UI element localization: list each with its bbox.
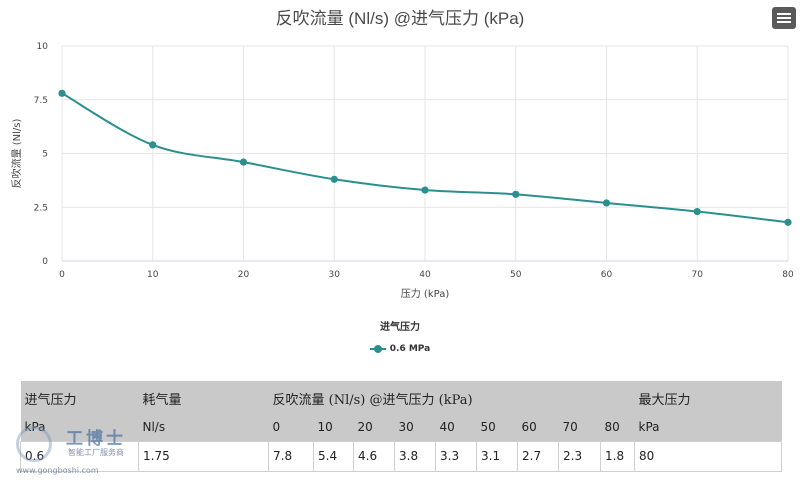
table-header-cell: Nl/s — [138, 413, 269, 441]
table-header-cell: 0 — [268, 413, 314, 441]
table-header-cell: 60 — [517, 413, 559, 441]
x-tick-label: 0 — [59, 270, 65, 280]
data-point — [784, 218, 792, 226]
legend-label: 0.6 MPa — [389, 344, 431, 354]
y-axis-label: 反吹流量 (Nl/s) — [10, 118, 23, 188]
table-header-cell: 进气压力 — [20, 381, 139, 413]
data-point — [693, 207, 701, 216]
legend-title: 进气压力 — [380, 322, 420, 333]
y-tick-label: 7.5 — [34, 96, 48, 106]
table-header-cell: 10 — [313, 413, 354, 441]
table-header-cell: kPa — [634, 413, 782, 441]
data-point — [239, 158, 248, 166]
data-point — [421, 186, 429, 194]
watermark: 工博士 智能工厂服务商 www.gongboshi.com — [8, 410, 138, 480]
chart-title: 反吹流量 (Nl/s) @进气压力 (kPa) — [275, 9, 525, 28]
x-tick-label: 40 — [419, 270, 431, 280]
table-cell: 3.8 — [394, 440, 436, 472]
table-header-cell: 20 — [353, 413, 395, 441]
table-header-cell: 50 — [476, 413, 518, 441]
table-header-row: 进气压力 耗气量 反吹流量 (Nl/s) @进气压力 (kPa) 最大压力 — [20, 381, 782, 413]
table-header-cell: 80 — [600, 413, 635, 441]
table-cell: 1.75 — [138, 440, 269, 472]
table-header-cell: 耗气量 — [138, 381, 269, 413]
table-header-cell: 70 — [558, 413, 601, 441]
x-axis-label: 压力 (kPa) — [401, 287, 450, 300]
table-cell: 7.8 — [268, 440, 314, 472]
watermark-subtitle: 智能工厂服务商 — [68, 448, 124, 457]
x-tick-label: 80 — [782, 270, 794, 280]
data-point — [602, 199, 611, 207]
table-cell: 4.6 — [353, 440, 395, 472]
table-header-cell: 30 — [394, 413, 436, 441]
table-cell: 2.7 — [517, 440, 559, 472]
hamburger-icon[interactable] — [772, 7, 796, 29]
table-cell: 3.3 — [435, 440, 477, 472]
table-row: 0.6 1.75 7.8 5.4 4.6 3.8 3.3 3.1 2.7 2.3… — [20, 440, 782, 472]
table-cell: 5.4 — [313, 440, 354, 472]
x-tick-label: 50 — [510, 270, 522, 280]
data-point — [330, 175, 338, 183]
legend-item-series[interactable]: 0.6 MPa — [369, 344, 431, 354]
x-tick-label: 30 — [329, 270, 341, 280]
spec-table: 进气压力 耗气量 反吹流量 (Nl/s) @进气压力 (kPa) 最大压力 kP… — [20, 381, 782, 472]
table-cell: 1.8 — [600, 440, 635, 472]
y-tick-label: 10 — [37, 42, 49, 52]
data-point — [58, 89, 66, 97]
data-point — [149, 141, 157, 149]
y-tick-label: 2.5 — [34, 203, 48, 213]
legend-marker-icon — [369, 344, 386, 354]
x-tick-label: 20 — [238, 270, 250, 280]
table-subheader-row: kPa Nl/s 0 10 20 30 40 50 60 70 80 kPa — [20, 413, 782, 441]
table-header-cell: 40 — [435, 413, 477, 441]
line-chart: 0 10 20 30 40 50 60 70 80 0 2.5 5 7.5 10 压力 (kPa) 反吹流量 … — [10, 42, 794, 300]
table-header-cell: 反吹流量 (Nl/s) @进气压力 (kPa) — [268, 381, 635, 413]
table-header-cell: 最大压力 — [634, 381, 782, 413]
table-cell: 80 — [634, 440, 782, 472]
chart-container: 反吹流量 (Nl/s) @进气压力 (kPa) 0 10 20 30 40 50 60 70 8… — [10, 7, 796, 358]
x-tick-label: 60 — [601, 270, 613, 280]
data-point — [512, 190, 520, 198]
watermark-logo-icon — [16, 426, 52, 462]
watermark-name: 工博士 — [66, 429, 126, 449]
table-cell: 2.3 — [558, 440, 601, 472]
y-tick-label: 0 — [42, 257, 48, 267]
x-tick-label: 10 — [147, 270, 159, 280]
watermark-url: www.gongboshi.com — [16, 466, 99, 475]
y-tick-label: 5 — [42, 150, 48, 160]
legend: 进气压力 0.6 MPa — [330, 318, 470, 358]
table-cell: 3.1 — [476, 440, 518, 472]
x-tick-label: 70 — [692, 270, 704, 280]
